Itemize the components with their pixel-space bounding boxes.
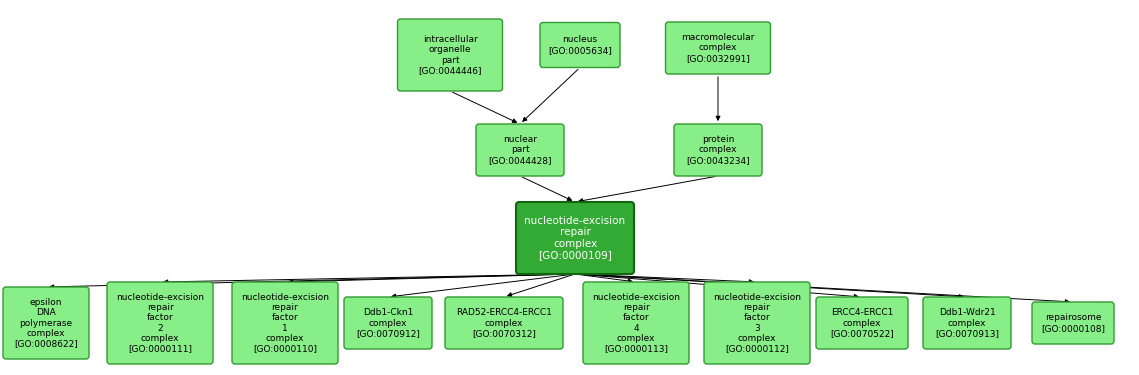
FancyBboxPatch shape xyxy=(674,124,762,176)
FancyBboxPatch shape xyxy=(923,297,1011,349)
FancyBboxPatch shape xyxy=(476,124,564,176)
Text: repairosome
[GO:0000108]: repairosome [GO:0000108] xyxy=(1041,313,1105,333)
FancyBboxPatch shape xyxy=(516,202,634,274)
Text: protein
complex
[GO:0043234]: protein complex [GO:0043234] xyxy=(686,135,749,165)
Text: RAD52-ERCC4-ERCC1
complex
[GO:0070312]: RAD52-ERCC4-ERCC1 complex [GO:0070312] xyxy=(456,308,552,338)
FancyBboxPatch shape xyxy=(232,282,338,364)
Text: nucleus
[GO:0005634]: nucleus [GO:0005634] xyxy=(548,35,612,55)
FancyBboxPatch shape xyxy=(583,282,689,364)
FancyBboxPatch shape xyxy=(398,19,502,91)
Text: nucleotide-excision
repair
factor
1
complex
[GO:0000110]: nucleotide-excision repair factor 1 comp… xyxy=(241,292,329,354)
FancyBboxPatch shape xyxy=(665,22,770,74)
FancyBboxPatch shape xyxy=(445,297,563,349)
Text: Ddb1-Ckn1
complex
[GO:0070912]: Ddb1-Ckn1 complex [GO:0070912] xyxy=(357,308,420,338)
Text: Ddb1-Wdr21
complex
[GO:0070913]: Ddb1-Wdr21 complex [GO:0070913] xyxy=(935,308,999,338)
Text: nuclear
part
[GO:0044428]: nuclear part [GO:0044428] xyxy=(489,135,551,165)
FancyBboxPatch shape xyxy=(816,297,908,349)
FancyBboxPatch shape xyxy=(3,287,89,359)
FancyBboxPatch shape xyxy=(540,22,620,68)
Text: nucleotide-excision
repair
factor
4
complex
[GO:0000113]: nucleotide-excision repair factor 4 comp… xyxy=(592,292,680,354)
FancyBboxPatch shape xyxy=(704,282,810,364)
Text: epsilon
DNA
polymerase
complex
[GO:0008622]: epsilon DNA polymerase complex [GO:00086… xyxy=(14,298,77,348)
Text: intracellular
organelle
part
[GO:0044446]: intracellular organelle part [GO:0044446… xyxy=(418,35,482,75)
Text: nucleotide-excision
repair
complex
[GO:0000109]: nucleotide-excision repair complex [GO:0… xyxy=(524,216,625,260)
Text: nucleotide-excision
repair
factor
3
complex
[GO:0000112]: nucleotide-excision repair factor 3 comp… xyxy=(713,292,801,354)
Text: macromolecular
complex
[GO:0032991]: macromolecular complex [GO:0032991] xyxy=(681,33,755,63)
FancyBboxPatch shape xyxy=(107,282,213,364)
Text: nucleotide-excision
repair
factor
2
complex
[GO:0000111]: nucleotide-excision repair factor 2 comp… xyxy=(116,292,204,354)
FancyBboxPatch shape xyxy=(1032,302,1114,344)
FancyBboxPatch shape xyxy=(344,297,432,349)
Text: ERCC4-ERCC1
complex
[GO:0070522]: ERCC4-ERCC1 complex [GO:0070522] xyxy=(830,308,894,338)
